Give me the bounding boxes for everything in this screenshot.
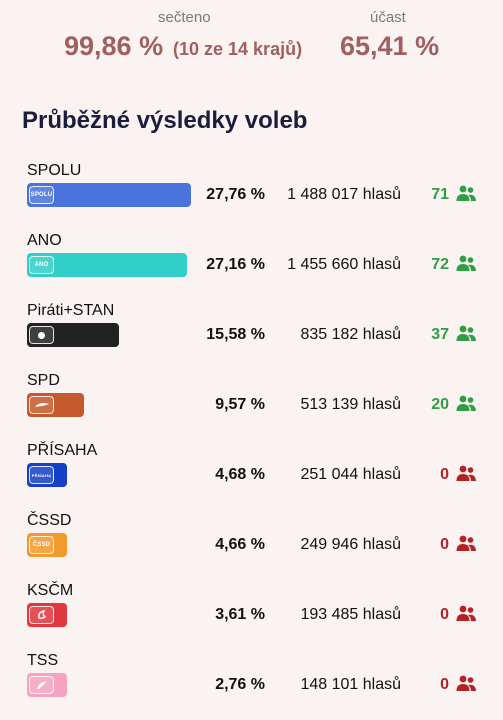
seats-people-icon	[456, 395, 476, 411]
party-row[interactable]: SPOLU SPOLU 27,76 % 1 488 017 hlasů 71	[0, 160, 503, 230]
party-seats: 0	[440, 536, 449, 553]
seats-people-icon	[456, 185, 476, 201]
party-row[interactable]: PŘÍSAHA PŘÍSAHA 4,68 % 251 044 hlasů 0	[0, 440, 503, 510]
party-name: ANO	[27, 232, 62, 249]
party-percent: 4,68 %	[215, 466, 265, 483]
party-name: SPD	[27, 372, 60, 389]
party-name: TSS	[27, 652, 59, 669]
party-seats: 0	[440, 676, 449, 693]
party-percent: 27,76 %	[206, 186, 265, 203]
party-seats: 0	[440, 606, 449, 623]
party-seats: 71	[431, 186, 449, 203]
party-results-list: SPOLU SPOLU 27,76 % 1 488 017 hlasů 71 A…	[0, 160, 503, 720]
party-votes: 1 455 660 hlasů	[287, 256, 401, 273]
party-seats: 20	[431, 396, 449, 413]
party-name: ČSSD	[27, 512, 72, 529]
seats-people-icon	[456, 325, 476, 341]
party-percent: 3,61 %	[215, 606, 265, 623]
party-percent: 15,58 %	[206, 326, 265, 343]
turnout-label: účast	[370, 9, 406, 26]
seats-people-icon	[456, 675, 476, 691]
counted-value: 99,86 %	[64, 31, 164, 61]
party-row[interactable]: KSČM 3,61 % 193 485 hlasů 0	[0, 580, 503, 650]
party-name: PŘÍSAHA	[27, 442, 98, 459]
party-seats: 72	[431, 256, 449, 273]
party-logo-icon: ČSSD	[29, 536, 54, 554]
party-votes: 835 182 hlasů	[300, 326, 401, 343]
party-logo-icon	[29, 326, 54, 344]
party-votes: 249 946 hlasů	[300, 536, 401, 553]
party-logo-icon: PŘÍSAHA	[29, 466, 54, 484]
party-percent: 27,16 %	[206, 256, 265, 273]
party-votes: 251 044 hlasů	[300, 466, 401, 483]
party-logo-icon	[29, 676, 54, 694]
party-name: SPOLU	[27, 162, 82, 179]
seats-people-icon	[456, 465, 476, 481]
party-logo-icon	[29, 396, 54, 414]
party-votes: 148 101 hlasů	[300, 676, 401, 693]
counted-detail: (10 ze 14 krajů)	[173, 39, 303, 59]
party-votes: 1 488 017 hlasů	[287, 186, 401, 203]
party-row[interactable]: TSS 2,76 % 148 101 hlasů 0	[0, 650, 503, 720]
party-row[interactable]: Piráti+STAN 15,58 % 835 182 hlasů 37	[0, 300, 503, 370]
party-percent: 4,66 %	[215, 536, 265, 553]
party-votes: 513 139 hlasů	[300, 396, 401, 413]
party-logo-icon: SPOLU	[29, 186, 54, 204]
party-votes: 193 485 hlasů	[300, 606, 401, 623]
party-seats: 37	[431, 326, 449, 343]
seats-people-icon	[456, 255, 476, 271]
party-percent: 2,76 %	[215, 676, 265, 693]
party-percent: 9,57 %	[215, 396, 265, 413]
results-heading: Průběžné výsledky voleb	[22, 107, 308, 134]
party-logo-icon	[29, 606, 54, 624]
party-name: KSČM	[27, 582, 74, 599]
turnout-value: 65,41 %	[340, 31, 440, 61]
party-share-bar	[27, 183, 191, 207]
counted-label: sečteno	[158, 9, 211, 26]
counting-stats: sečteno 99,86 % (10 ze 14 krajů) účast 6…	[0, 0, 503, 70]
party-name: Piráti+STAN	[27, 302, 115, 319]
party-row[interactable]: ANO ANO 27,16 % 1 455 660 hlasů 72	[0, 230, 503, 300]
seats-people-icon	[456, 535, 476, 551]
party-logo-icon: ANO	[29, 256, 54, 274]
party-row[interactable]: SPD 9,57 % 513 139 hlasů 20	[0, 370, 503, 440]
party-row[interactable]: ČSSD ČSSD 4,66 % 249 946 hlasů 0	[0, 510, 503, 580]
party-seats: 0	[440, 466, 449, 483]
seats-people-icon	[456, 605, 476, 621]
